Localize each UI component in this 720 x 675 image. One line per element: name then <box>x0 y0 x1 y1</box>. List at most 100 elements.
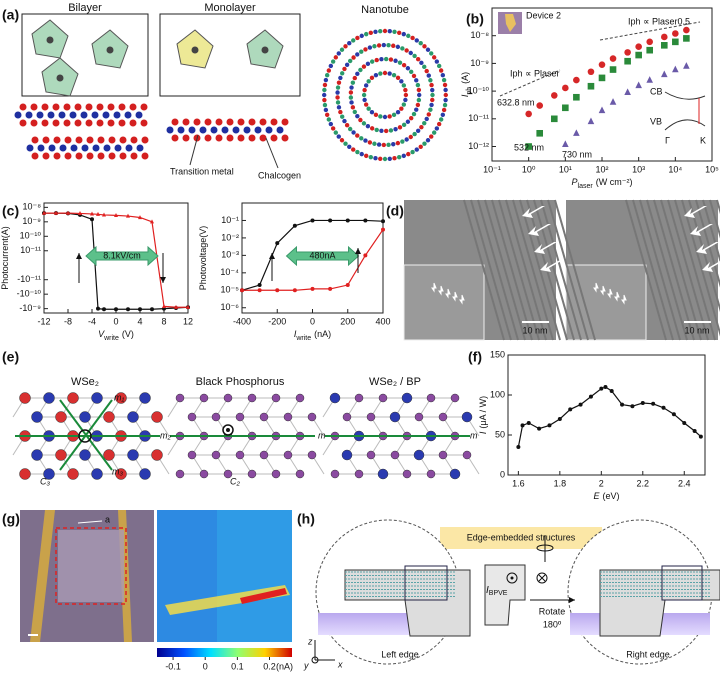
point <box>126 213 130 218</box>
atom <box>387 114 392 119</box>
hotspot <box>240 588 287 604</box>
atom <box>191 46 199 54</box>
frame <box>159 13 301 97</box>
label-part: ph <box>466 87 473 95</box>
atom <box>336 80 342 85</box>
atom <box>91 392 103 404</box>
atom <box>369 75 375 80</box>
point <box>275 241 280 246</box>
atom <box>107 103 115 111</box>
atom <box>358 117 363 123</box>
atom <box>63 103 71 111</box>
atom <box>342 66 347 72</box>
point <box>516 445 521 449</box>
atom <box>223 469 233 479</box>
scan-area <box>55 527 127 605</box>
atom <box>387 156 392 162</box>
atom <box>352 109 358 115</box>
atom <box>359 33 364 39</box>
atom <box>344 122 350 128</box>
atom <box>366 450 376 460</box>
arrow <box>522 206 545 218</box>
atom <box>115 468 127 480</box>
atom <box>395 140 401 146</box>
atom <box>362 87 367 93</box>
y-tick-label: 10⁻⁸ <box>470 30 489 40</box>
x-tick-label: -200 <box>268 316 286 326</box>
atom <box>441 77 447 83</box>
pointer <box>265 137 279 169</box>
point <box>587 82 595 90</box>
point <box>345 283 350 288</box>
atom <box>307 412 317 422</box>
atom <box>347 58 353 64</box>
x-tick-label: -12 <box>37 316 50 326</box>
atom <box>436 63 442 69</box>
point <box>547 423 552 428</box>
atom <box>404 137 409 142</box>
trend-line <box>599 21 701 41</box>
atom <box>223 393 233 403</box>
atom <box>355 113 360 119</box>
y-tick-label: 10⁻¹⁰ <box>468 85 490 95</box>
lattice-fringe <box>625 199 667 341</box>
inset-arrow <box>445 288 451 299</box>
atom <box>401 31 406 37</box>
lattice-fringe <box>533 199 575 341</box>
atom <box>295 469 305 479</box>
atom <box>53 152 61 160</box>
label-part: Photocurrent(A) <box>0 226 10 290</box>
atom <box>425 138 431 143</box>
title: Monolayer <box>204 2 256 14</box>
atom <box>418 41 423 46</box>
trend-line <box>499 69 561 97</box>
axis-name: z <box>307 636 313 646</box>
atom <box>405 119 411 124</box>
atom <box>390 450 400 460</box>
atom <box>340 71 345 76</box>
atom <box>31 449 43 461</box>
atom <box>443 92 448 98</box>
y-tick-label: 10⁻² <box>221 232 239 242</box>
point <box>635 43 642 51</box>
atom <box>363 47 368 52</box>
atom <box>36 111 44 119</box>
title: Bilayer <box>68 2 102 14</box>
edge-box <box>661 565 703 601</box>
atom <box>103 449 115 461</box>
atom <box>177 126 185 134</box>
atom <box>397 60 403 65</box>
point <box>292 288 297 293</box>
x-tick-label: -4 <box>88 316 96 326</box>
atom <box>307 450 317 460</box>
atom <box>326 68 332 73</box>
inset-label: Γ <box>665 135 670 145</box>
atom <box>139 392 151 404</box>
atom <box>373 29 378 34</box>
annotation: Iph ∝ Plaser0.5 <box>628 16 690 26</box>
marker-label: a <box>105 514 110 524</box>
pointer <box>189 134 199 166</box>
atom <box>43 392 55 404</box>
point <box>174 304 178 309</box>
legend-label: 532 nm <box>514 142 544 152</box>
annotation: 8.1kV/cm <box>103 250 141 260</box>
atom <box>19 119 27 127</box>
atom <box>400 46 405 51</box>
rotation-arrow <box>536 544 554 552</box>
atom <box>64 136 72 144</box>
x-tick-label: 2.2 <box>637 478 650 488</box>
atom <box>58 111 66 119</box>
atom <box>283 450 293 460</box>
point <box>587 68 595 76</box>
atom <box>424 116 429 122</box>
atom <box>14 111 22 119</box>
atom <box>80 111 88 119</box>
axis-label: Iwrite (nA) <box>294 329 331 342</box>
atom <box>64 152 72 160</box>
atom <box>340 114 345 119</box>
atom <box>31 411 43 423</box>
point <box>646 38 654 46</box>
atom <box>388 57 394 62</box>
